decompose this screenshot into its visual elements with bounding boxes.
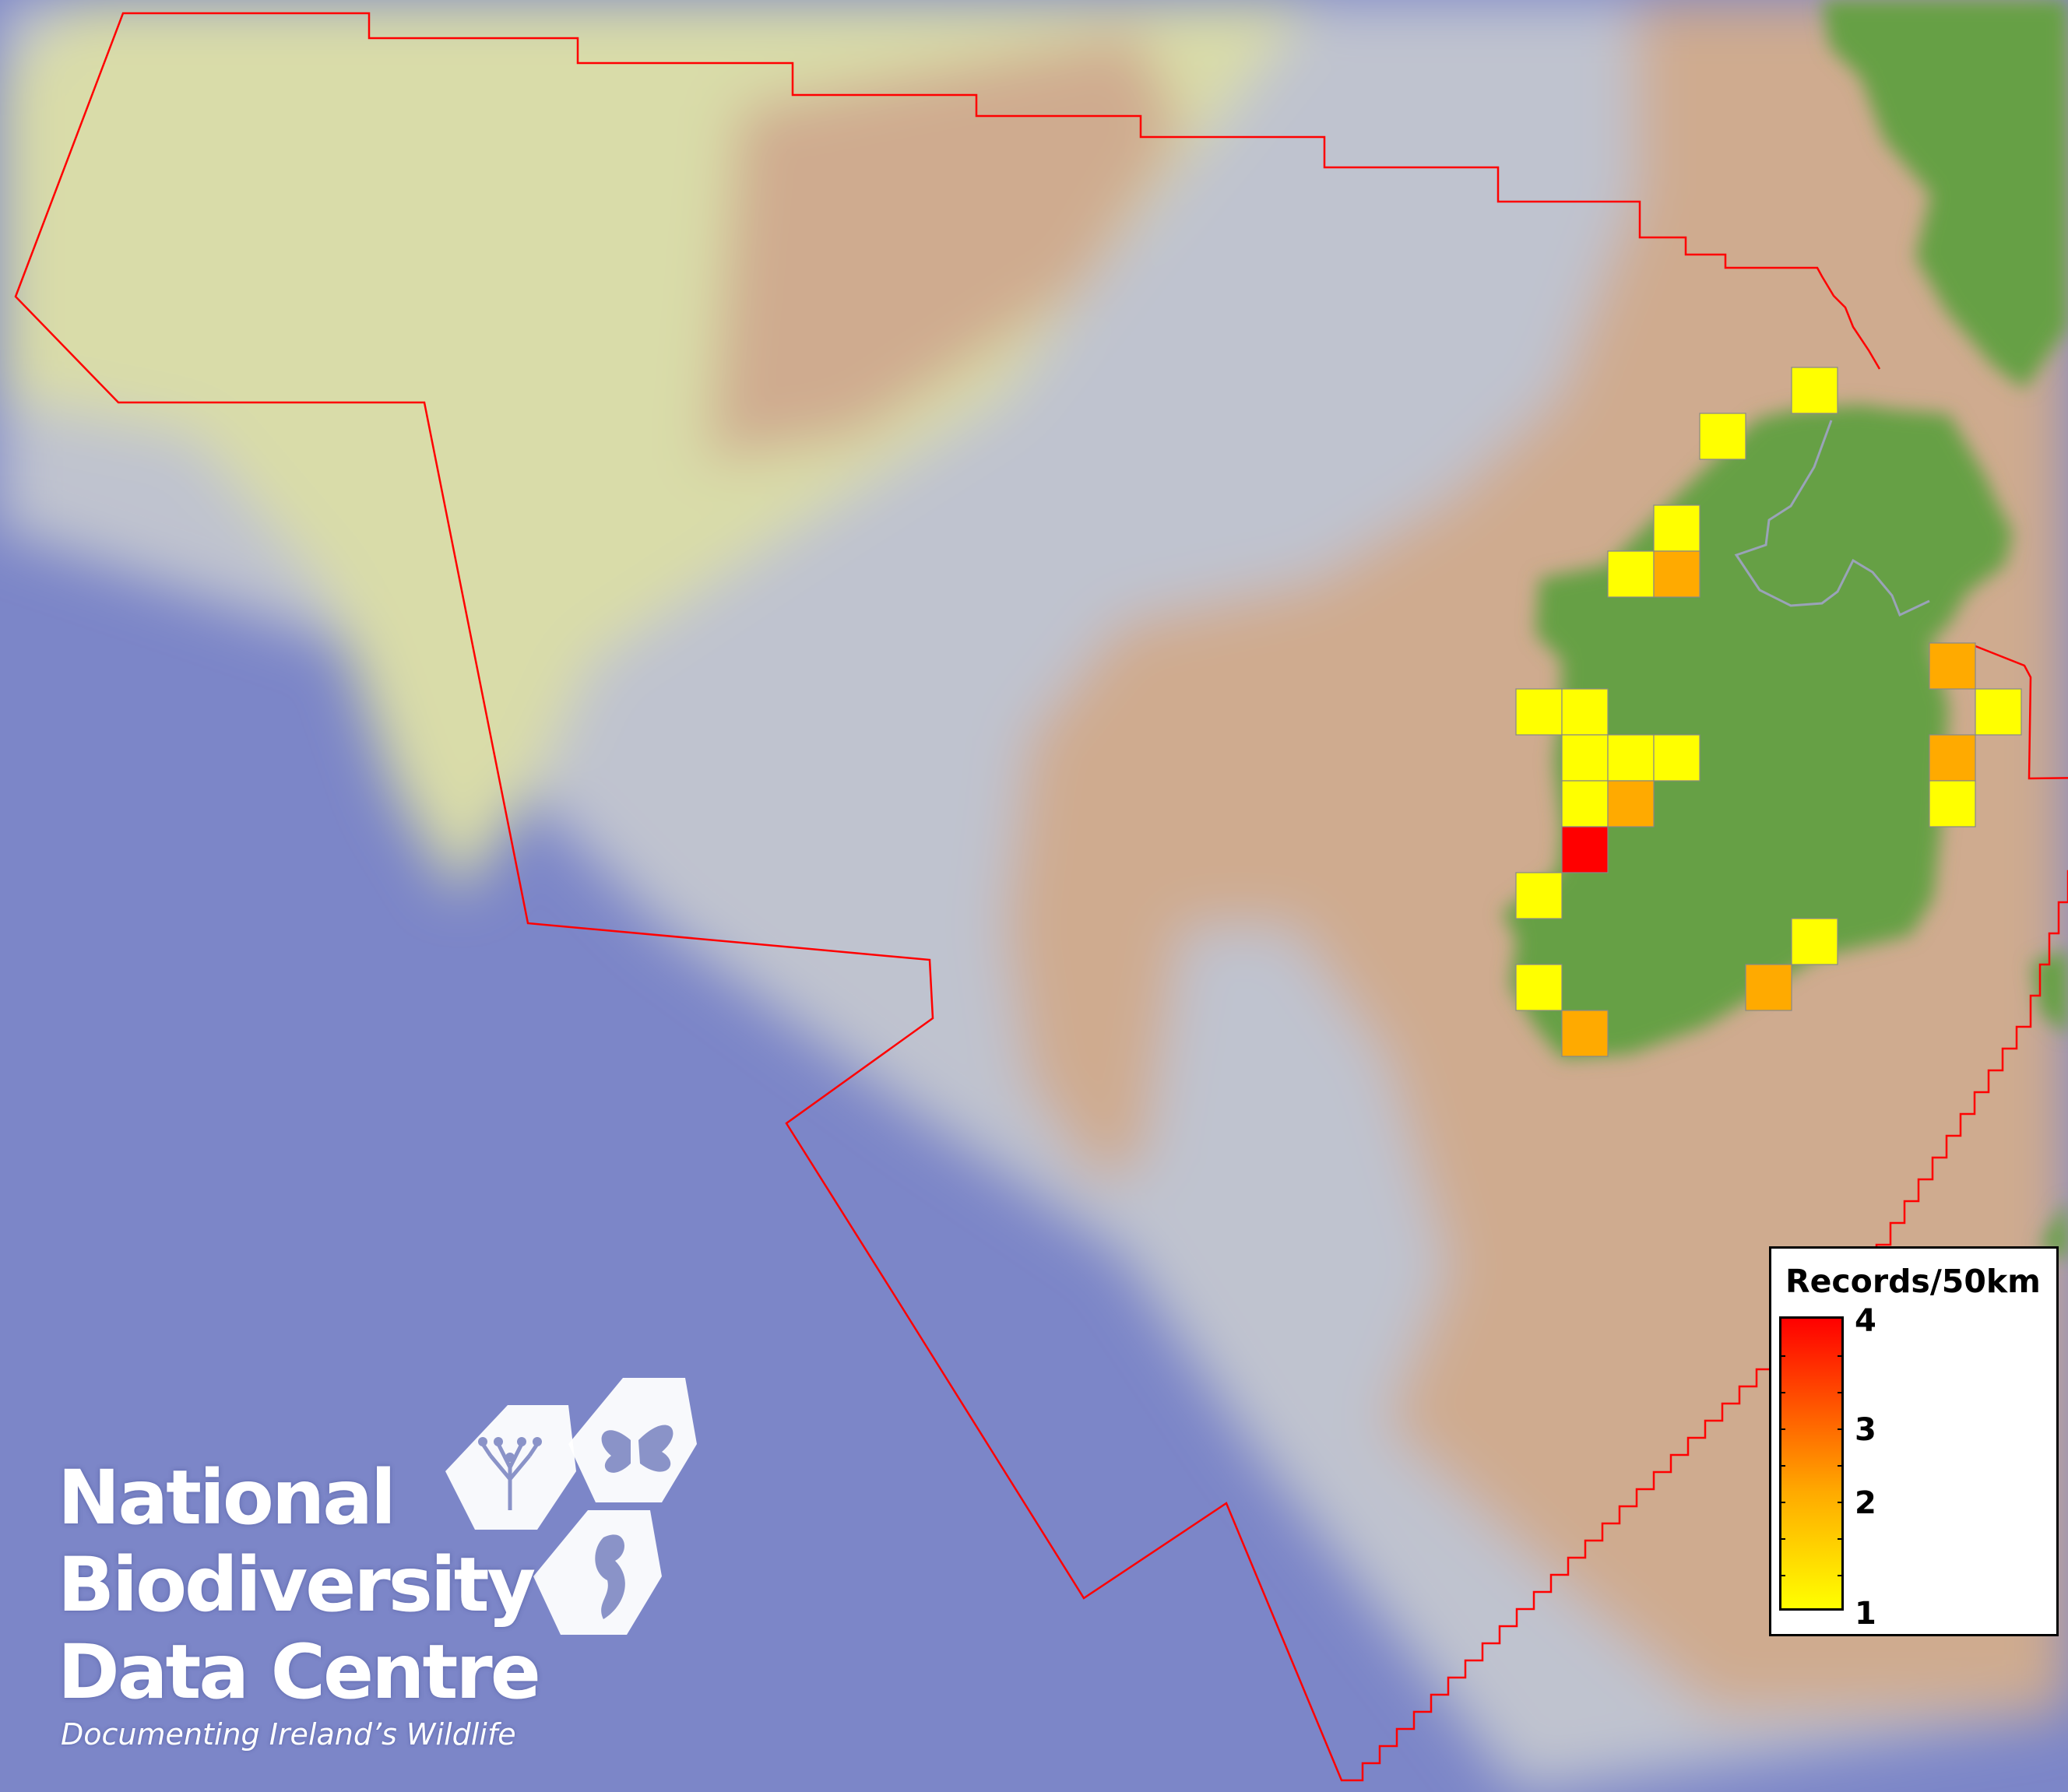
record-cell [1699, 413, 1746, 460]
border-ni [1734, 420, 1930, 617]
eez-boundary-line [14, 12, 2068, 1782]
record-cell [1745, 964, 1792, 1011]
record-cell [1607, 780, 1655, 827]
legend-tick-3: 3 [1855, 1412, 1876, 1448]
record-cell [1791, 367, 1838, 414]
record-cell [1929, 734, 1976, 782]
logo-line-biodiversity: Biodiversity [58, 1541, 536, 1629]
scotland-landmass [1822, 0, 2068, 389]
logo-line-national: National [58, 1454, 396, 1541]
tree-icon [445, 1405, 576, 1530]
record-cell [1653, 734, 1700, 782]
record-cell [1561, 1010, 1609, 1057]
record-cell [1975, 688, 2022, 736]
record-cell [1607, 550, 1655, 598]
legend-colorbar [1779, 1316, 1844, 1611]
record-cell [1515, 688, 1563, 736]
record-cell [1515, 872, 1563, 919]
legend: Records/50km 4 3 2 1 [1769, 1246, 2059, 1636]
legend-tick-1: 1 [1855, 1596, 1876, 1632]
logo-hexagons [445, 1378, 697, 1635]
legend-title: Records/50km [1785, 1263, 2041, 1300]
record-cell [1653, 550, 1700, 598]
cornwall-landmass [2040, 1199, 2068, 1261]
record-cell [1791, 918, 1838, 965]
record-cell [1607, 734, 1655, 782]
logo-tagline: Documenting Ireland’s Wildlife [61, 1717, 516, 1752]
seahorse-icon [533, 1510, 662, 1635]
wales-landmass [2032, 950, 2068, 1035]
logo-line-data-centre: Data Centre [58, 1629, 541, 1716]
record-cell [1929, 780, 1976, 827]
record-cell [1653, 504, 1700, 552]
record-cell [1929, 642, 1976, 690]
porcupine-bank [709, 31, 1183, 459]
legend-tick-4: 4 [1855, 1303, 1876, 1339]
record-cell [1561, 688, 1609, 736]
record-cell [1561, 734, 1609, 782]
butterfly-icon [568, 1378, 697, 1502]
legend-tick-2: 2 [1855, 1485, 1876, 1521]
record-cell [1561, 780, 1609, 827]
record-cell [1515, 964, 1563, 1011]
record-grid-cells [1515, 367, 2022, 1057]
record-cell [1561, 826, 1609, 873]
